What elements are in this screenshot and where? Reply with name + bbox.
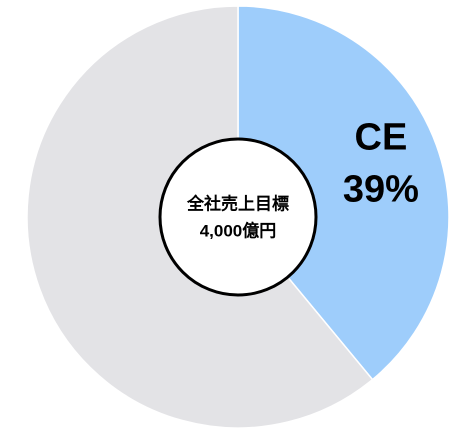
center-circle (158, 137, 318, 297)
slice-value-label: 39% (343, 169, 419, 211)
center-text: 全社売上目標 (186, 193, 289, 213)
slice-label: CE (355, 117, 408, 159)
center-text: 4,000億円 (200, 220, 277, 240)
pie-slice (237, 5, 450, 381)
